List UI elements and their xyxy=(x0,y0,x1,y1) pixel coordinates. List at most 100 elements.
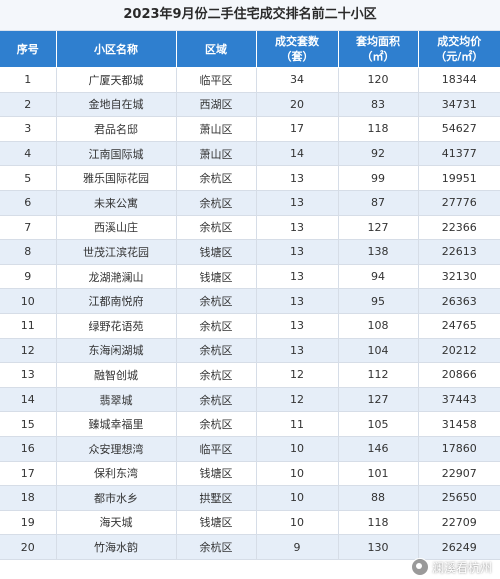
cell-count: 13 xyxy=(256,215,339,241)
cell-count: 13 xyxy=(256,264,339,290)
table-row: 6 未来公寓 余杭区 13 87 27776 xyxy=(0,190,500,216)
cell-district: 余杭区 xyxy=(176,313,257,339)
cell-name: 世茂江滨花园 xyxy=(56,239,177,265)
cell-price: 32130 xyxy=(418,264,500,290)
cell-count: 10 xyxy=(256,461,339,487)
cell-name: 东海闲湖城 xyxy=(56,338,177,364)
cell-area: 92 xyxy=(338,141,419,167)
cell-price: 27776 xyxy=(418,190,500,216)
cell-rank: 10 xyxy=(0,288,57,314)
cell-district: 萧山区 xyxy=(176,141,257,167)
cell-area: 130 xyxy=(338,534,419,560)
table-row: 12 东海闲湖城 余杭区 13 104 20212 xyxy=(0,338,500,364)
cell-name: 雅乐国际花园 xyxy=(56,165,177,191)
cell-count: 12 xyxy=(256,362,339,388)
cell-district: 钱塘区 xyxy=(176,461,257,487)
cell-rank: 14 xyxy=(0,387,57,413)
table-row: 20 竹海水韵 余杭区 9 130 26249 xyxy=(0,534,500,560)
cell-count: 13 xyxy=(256,338,339,364)
header-rank: 序号 xyxy=(0,31,57,68)
cell-count: 13 xyxy=(256,313,339,339)
cell-area: 87 xyxy=(338,190,419,216)
cell-name: 龙湖滟澜山 xyxy=(56,264,177,290)
cell-district: 余杭区 xyxy=(176,190,257,216)
cell-area: 146 xyxy=(338,436,419,462)
cell-name: 翡翠城 xyxy=(56,387,177,413)
cell-price: 26363 xyxy=(418,288,500,314)
cell-area: 99 xyxy=(338,165,419,191)
cell-district: 拱墅区 xyxy=(176,485,257,511)
page-title: 2023年9月份二手住宅成交排名前二十小区 xyxy=(0,0,500,31)
cell-rank: 15 xyxy=(0,411,57,437)
cell-rank: 6 xyxy=(0,190,57,216)
cell-area: 104 xyxy=(338,338,419,364)
cell-rank: 4 xyxy=(0,141,57,167)
cell-name: 君品名邸 xyxy=(56,116,177,142)
cell-rank: 5 xyxy=(0,165,57,191)
cell-name: 臻城幸福里 xyxy=(56,411,177,437)
header-district: 区域 xyxy=(176,31,257,68)
cell-name: 金地自在城 xyxy=(56,92,177,118)
table-row: 7 西溪山庄 余杭区 13 127 22366 xyxy=(0,215,500,241)
cell-count: 13 xyxy=(256,165,339,191)
cell-count: 20 xyxy=(256,92,339,118)
table-row: 3 君品名邸 萧山区 17 118 54627 xyxy=(0,116,500,142)
cell-name: 未来公寓 xyxy=(56,190,177,216)
cell-area: 127 xyxy=(338,387,419,413)
cell-price: 20212 xyxy=(418,338,500,364)
cell-rank: 18 xyxy=(0,485,57,511)
cell-name: 保利东湾 xyxy=(56,461,177,487)
table-row: 8 世茂江滨花园 钱塘区 13 138 22613 xyxy=(0,239,500,265)
table-row: 11 绿野花语苑 余杭区 13 108 24765 xyxy=(0,313,500,339)
cell-name: 广厦天都城 xyxy=(56,67,177,93)
table-row: 13 融智创城 余杭区 12 112 20866 xyxy=(0,362,500,388)
cell-district: 临平区 xyxy=(176,436,257,462)
header-name: 小区名称 xyxy=(56,31,177,68)
cell-name: 江南国际城 xyxy=(56,141,177,167)
cell-area: 95 xyxy=(338,288,419,314)
cell-price: 22907 xyxy=(418,461,500,487)
cell-rank: 1 xyxy=(0,67,57,93)
ranking-table: 序号 小区名称 区域 成交套数 （套） 套均面积 （㎡） 成交均价 （元/㎡） 1 广厦… xyxy=(0,31,500,560)
cell-count: 10 xyxy=(256,510,339,536)
cell-count: 34 xyxy=(256,67,339,93)
cell-count: 13 xyxy=(256,239,339,265)
cell-district: 钱塘区 xyxy=(176,264,257,290)
cell-price: 26249 xyxy=(418,534,500,560)
table-row: 1 广厦天都城 临平区 34 120 18344 xyxy=(0,67,500,93)
cell-price: 18344 xyxy=(418,67,500,93)
cell-count: 11 xyxy=(256,411,339,437)
table-row: 5 雅乐国际花园 余杭区 13 99 19951 xyxy=(0,165,500,191)
table-row: 9 龙湖滟澜山 钱塘区 13 94 32130 xyxy=(0,264,500,290)
cell-area: 118 xyxy=(338,510,419,536)
cell-district: 余杭区 xyxy=(176,165,257,191)
cell-price: 24765 xyxy=(418,313,500,339)
cell-count: 14 xyxy=(256,141,339,167)
cell-name: 江都南悦府 xyxy=(56,288,177,314)
cell-count: 12 xyxy=(256,387,339,413)
cell-count: 9 xyxy=(256,534,339,560)
cell-rank: 2 xyxy=(0,92,57,118)
cell-price: 20866 xyxy=(418,362,500,388)
cell-name: 海天城 xyxy=(56,510,177,536)
cell-price: 25650 xyxy=(418,485,500,511)
cell-price: 54627 xyxy=(418,116,500,142)
header-count: 成交套数 （套） xyxy=(256,31,339,68)
cell-price: 37443 xyxy=(418,387,500,413)
table-row: 18 都市水乡 拱墅区 10 88 25650 xyxy=(0,485,500,511)
cell-district: 钱塘区 xyxy=(176,239,257,265)
table-row: 17 保利东湾 钱塘区 10 101 22907 xyxy=(0,461,500,487)
cell-rank: 12 xyxy=(0,338,57,364)
cell-name: 竹海水韵 xyxy=(56,534,177,560)
cell-district: 余杭区 xyxy=(176,387,257,413)
cell-count: 10 xyxy=(256,485,339,511)
header-row: 序号 小区名称 区域 成交套数 （套） 套均面积 （㎡） 成交均价 （元/㎡） xyxy=(0,31,500,68)
table-row: 15 臻城幸福里 余杭区 11 105 31458 xyxy=(0,411,500,437)
watermark-text: 澜溪看杭州 xyxy=(431,560,492,575)
cell-district: 余杭区 xyxy=(176,215,257,241)
cell-area: 105 xyxy=(338,411,419,437)
cell-district: 余杭区 xyxy=(176,288,257,314)
cell-count: 10 xyxy=(256,436,339,462)
cell-name: 西溪山庄 xyxy=(56,215,177,241)
